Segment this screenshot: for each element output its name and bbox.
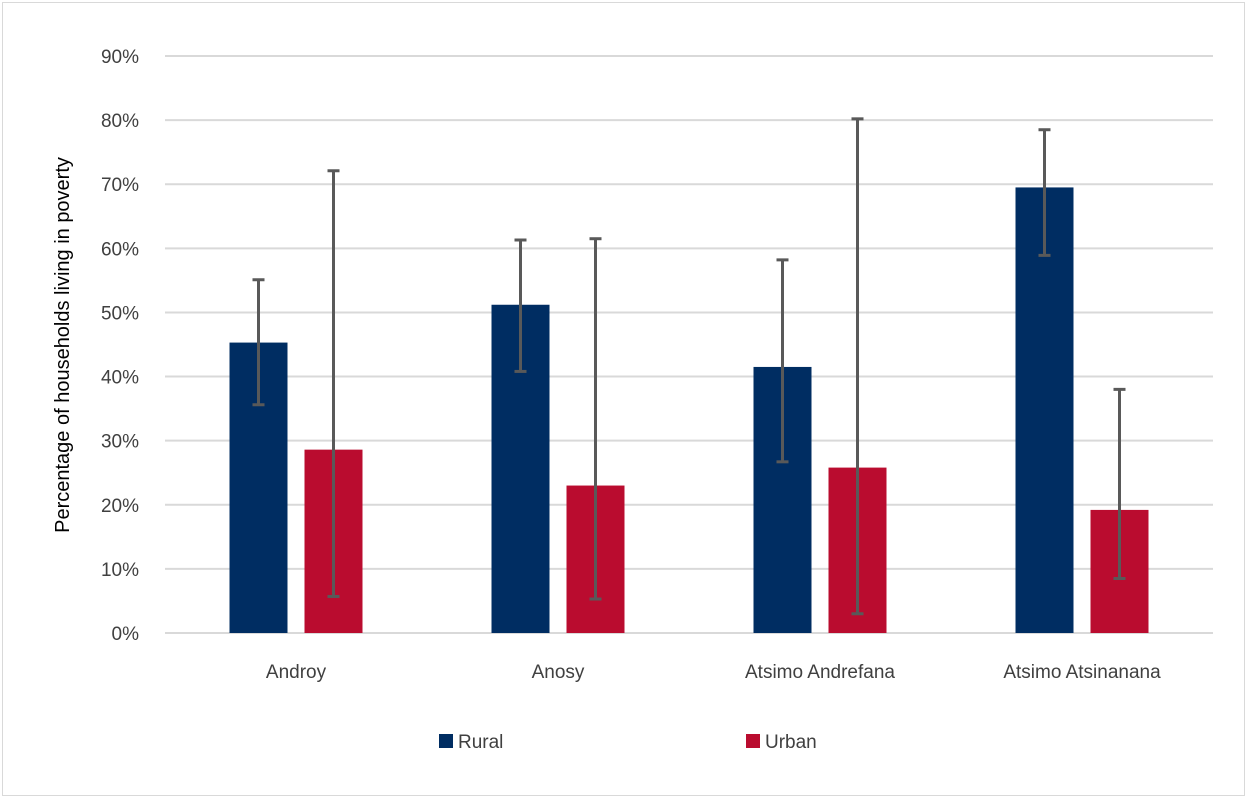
y-tick-label: 50% xyxy=(101,303,139,324)
x-category-label: Anosy xyxy=(532,662,585,683)
x-category-label: Androy xyxy=(266,662,327,683)
y-axis-tick-labels: 0% 10% 20% 30% 40% 50% 60% 70% 80% 90% xyxy=(101,47,139,645)
error-bars xyxy=(252,117,1126,616)
legend-label-urban: Urban xyxy=(765,732,817,753)
y-tick-label: 20% xyxy=(101,496,139,517)
y-tick-label: 30% xyxy=(101,432,139,453)
legend: Rural Urban xyxy=(439,732,817,753)
bar-rural xyxy=(1015,187,1074,633)
y-tick-label: 0% xyxy=(112,624,140,645)
x-axis-category-labels: Androy Anosy Atsimo Andrefana Atsimo Atsina… xyxy=(266,662,1161,683)
y-tick-label: 10% xyxy=(101,560,139,581)
legend-swatch-urban xyxy=(746,734,760,748)
y-tick-label: 60% xyxy=(101,239,139,260)
y-tick-label: 80% xyxy=(101,111,139,132)
y-tick-label: 90% xyxy=(101,47,139,68)
y-tick-label: 40% xyxy=(101,368,139,389)
x-category-label: Atsimo Atsinanana xyxy=(1003,662,1161,683)
legend-swatch-rural xyxy=(439,734,453,748)
legend-label-rural: Rural xyxy=(458,732,503,753)
bar-chart: 0% 10% 20% 30% 40% 50% 60% 70% 80% 90% Androy Anos… xyxy=(52,47,1213,753)
y-tick-label: 70% xyxy=(101,175,139,196)
x-category-label: Atsimo Andrefana xyxy=(745,662,895,683)
bars xyxy=(229,187,1149,633)
y-axis-title: Percentage of households living in pover… xyxy=(52,157,74,533)
